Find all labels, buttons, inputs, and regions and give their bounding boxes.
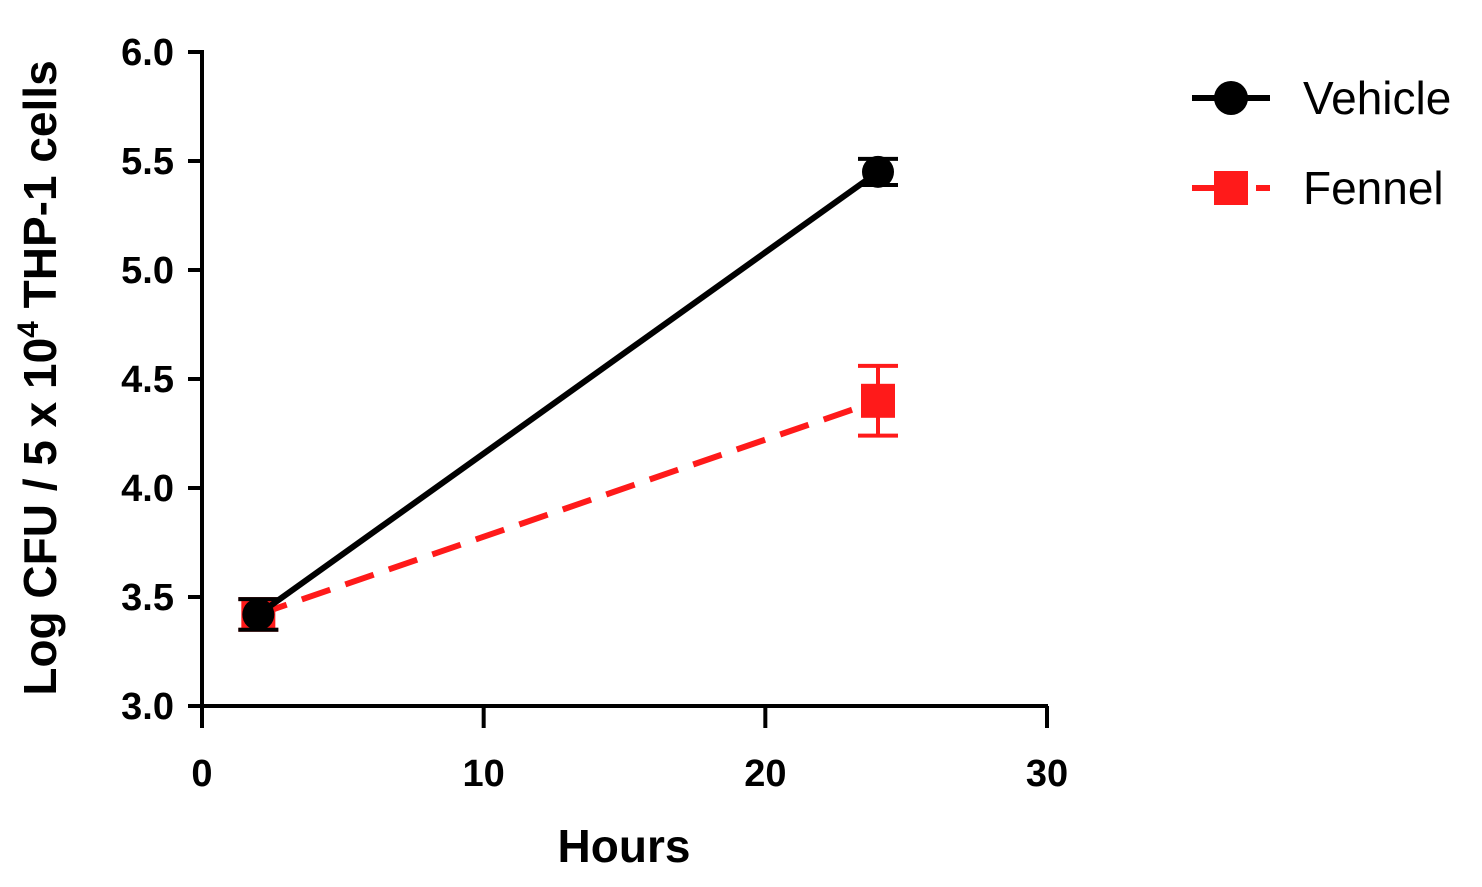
y-tick-label: 4.0	[121, 468, 174, 510]
y-axis-title-prefix: Log CFU / 5 x 10	[14, 338, 66, 696]
ticks: 3.0 3.5 4.0 4.5 5.0 5.5 6.0 0 10 20 30	[121, 32, 1068, 795]
legend-label: Vehicle	[1303, 72, 1451, 124]
data-point	[862, 155, 894, 188]
y-tick-label: 5.5	[121, 141, 174, 183]
x-tick-label: 0	[191, 753, 212, 795]
y-axis-title-suffix: THP-1 cells	[14, 60, 66, 321]
y-tick-label: 4.5	[121, 359, 174, 401]
legend-marker	[1214, 171, 1248, 205]
legend-item-fennel: Fennel	[1192, 162, 1444, 214]
x-axis-title: Hours	[558, 820, 691, 872]
y-tick-label: 3.0	[121, 686, 174, 728]
series-line	[257, 397, 879, 618]
x-tick-label: 20	[744, 753, 786, 795]
y-tick-label: 6.0	[121, 32, 174, 74]
axes	[200, 50, 1048, 708]
legend-label: Fennel	[1303, 162, 1444, 214]
series-line	[256, 169, 880, 617]
series-fennel	[238, 363, 898, 632]
y-tick-label: 5.0	[121, 250, 174, 292]
y-axis-title-superscript: 4	[12, 321, 45, 338]
y-axis-title: Log CFU / 5 x 104 THP-1 cells	[12, 60, 66, 695]
x-tick-label: 30	[1026, 753, 1068, 795]
y-tick-label: 3.5	[121, 577, 174, 619]
data-point	[242, 598, 275, 631]
x-tick-label: 10	[463, 753, 505, 795]
data-point	[861, 383, 895, 418]
series-vehicle	[238, 155, 898, 632]
legend-marker	[1214, 81, 1248, 115]
series-layer	[238, 155, 898, 632]
legend: Vehicle Fennel	[1192, 72, 1451, 214]
legend-item-vehicle: Vehicle	[1192, 72, 1451, 124]
